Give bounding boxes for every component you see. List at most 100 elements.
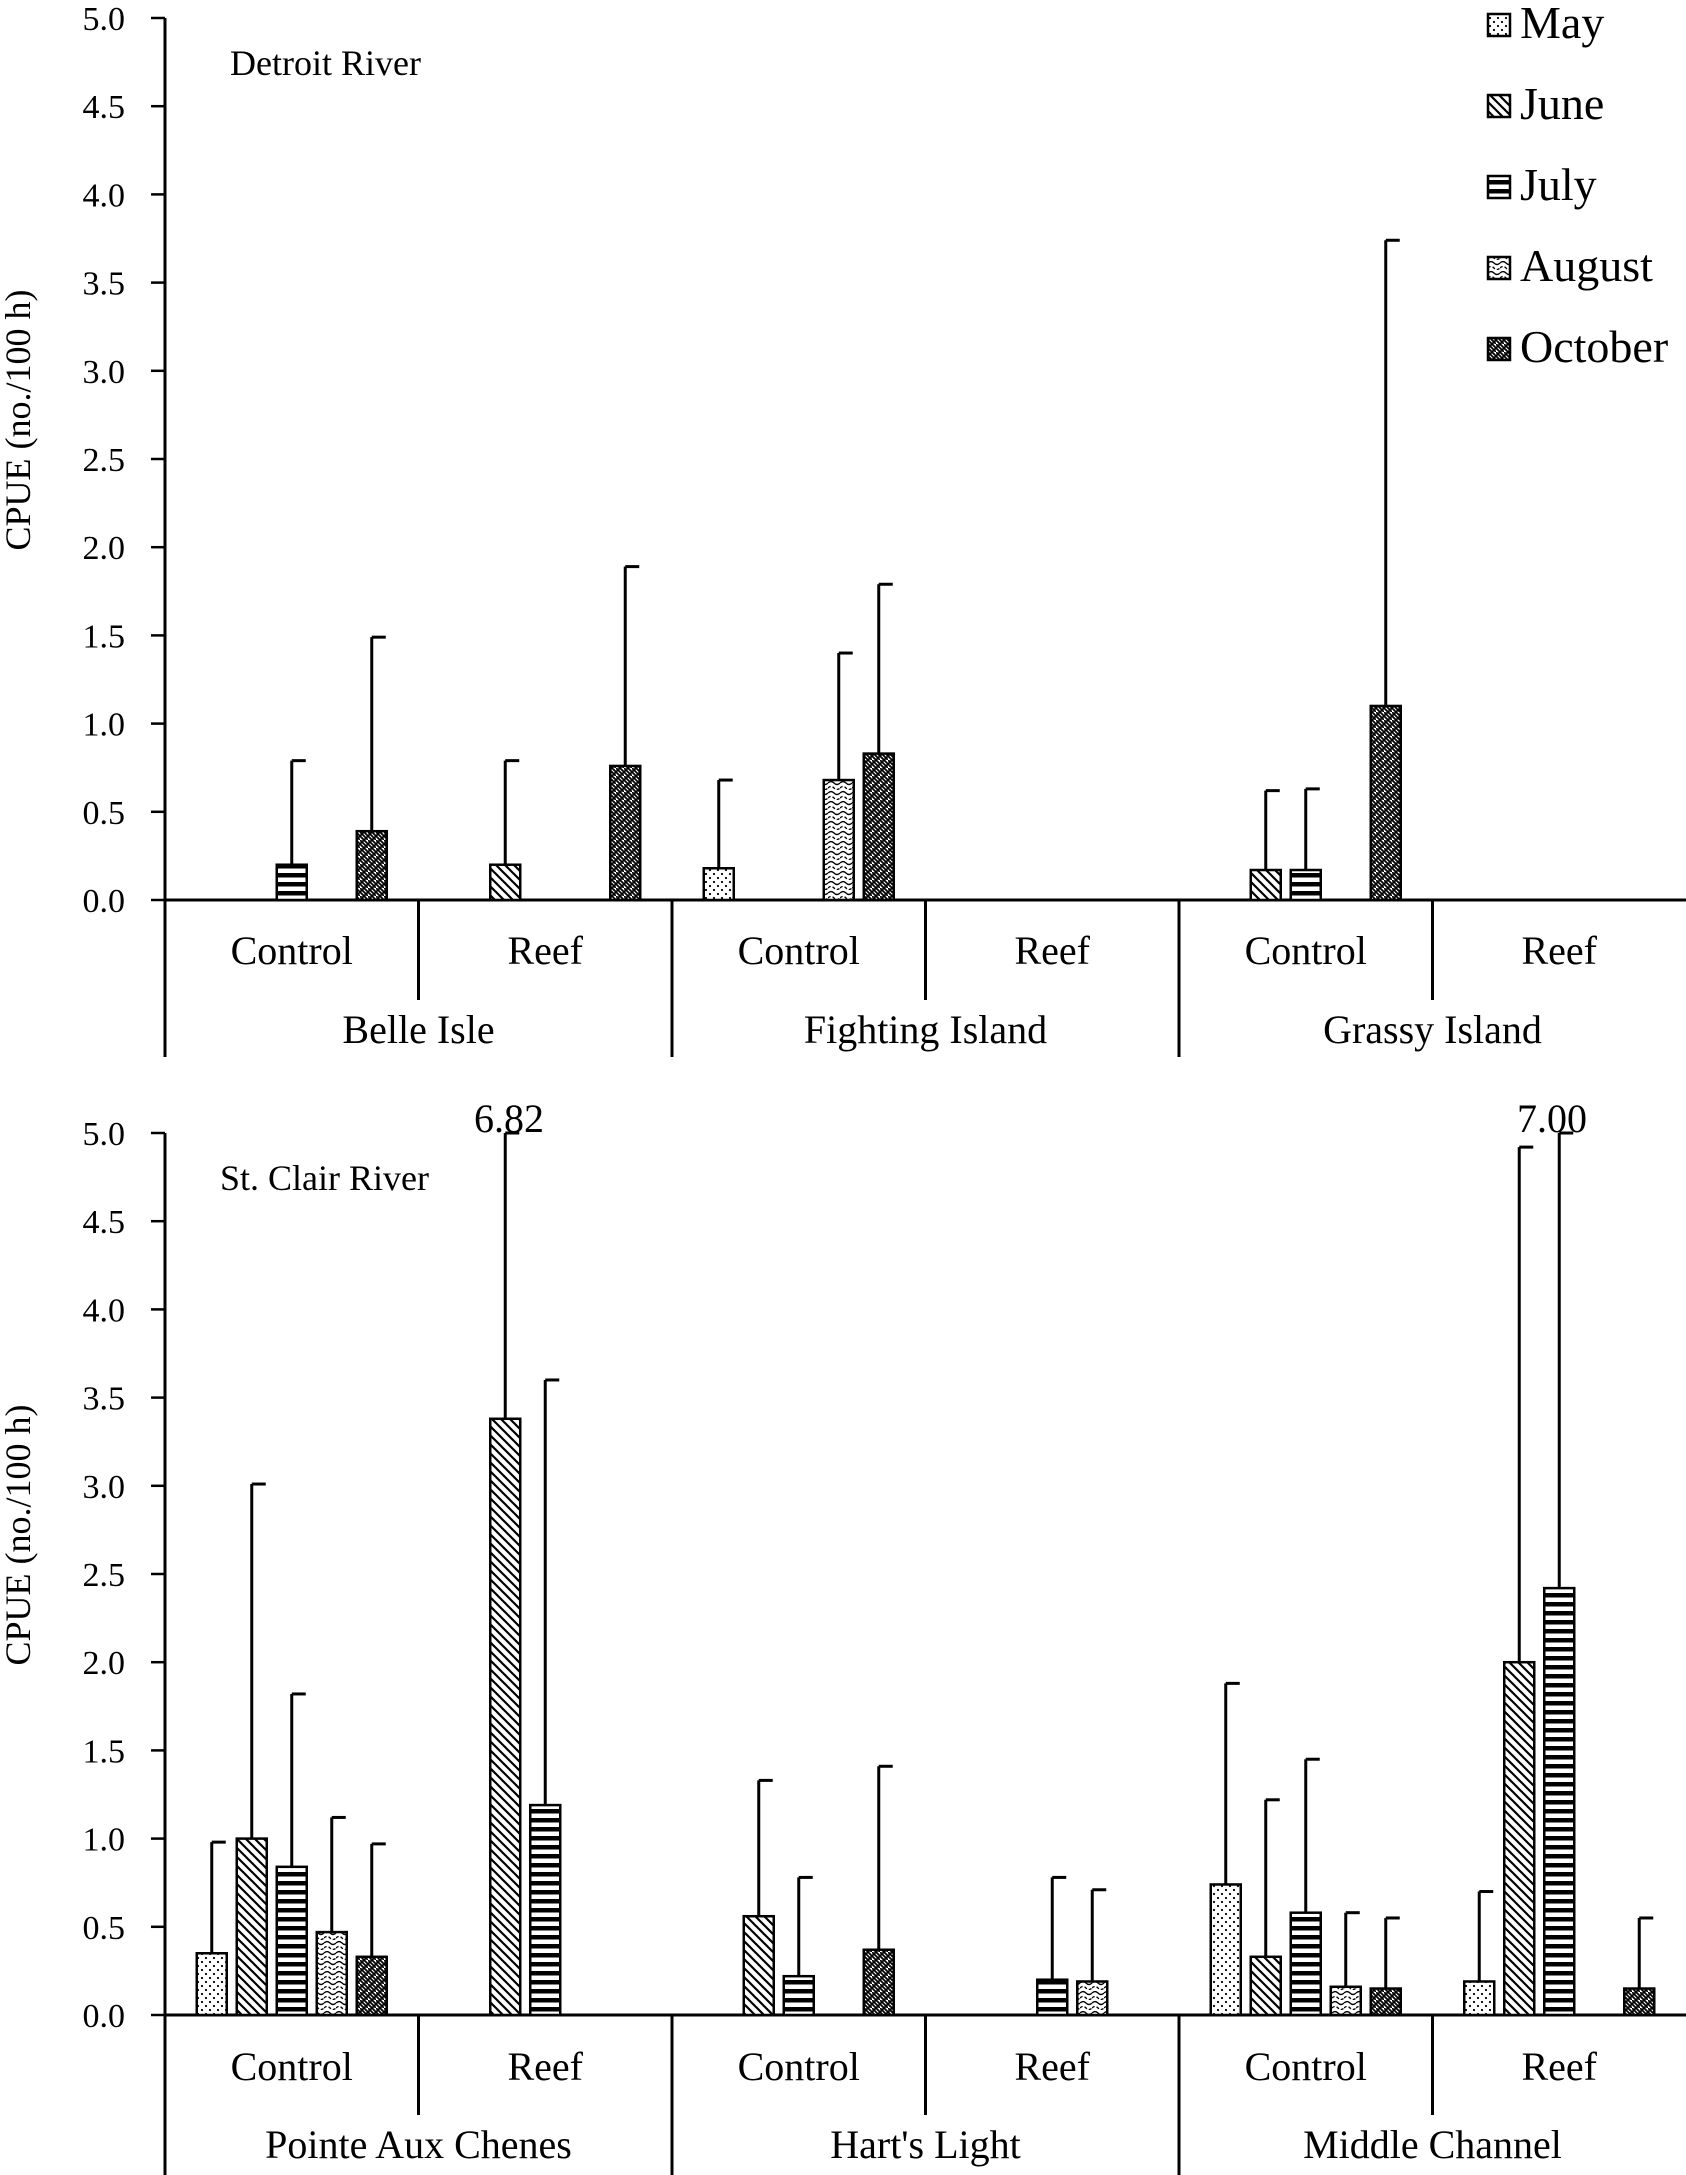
y-tick-label: 2.0	[83, 530, 126, 567]
category-label-reef: Reef	[1521, 2044, 1597, 2089]
bar-pointe-aux-chenes-control-october	[355, 1955, 388, 2017]
y-tick-label: 5.0	[83, 1116, 126, 1153]
legend-swatch-august	[1486, 255, 1512, 281]
panel-title: Detroit River	[230, 43, 421, 83]
label-layer: 0.0 0.5 1.0 1.5 2.0 2.5 3.0 3.5 4.0 4.5 5.0 Belle I…	[83, 1, 1598, 1052]
bar-hart-s-light-control-july	[782, 1974, 815, 2017]
bar-layer	[275, 238, 1402, 902]
bar-pointe-aux-chenes-control-july	[275, 1865, 308, 2017]
legend-label-october: October	[1520, 321, 1668, 372]
y-tick-label: 1.0	[83, 707, 126, 744]
bar-pointe-aux-chenes-control-august	[315, 1930, 348, 2017]
bar-pointe-aux-chenes-control-may	[195, 1952, 228, 2017]
y-tick-label: 0.0	[83, 883, 126, 920]
bar-fighting-island-control-august	[822, 778, 855, 902]
bar-hart-s-light-control-october	[862, 1948, 895, 2017]
bar-belle-isle-control-july	[275, 863, 308, 902]
category-label-reef: Reef	[1521, 928, 1597, 973]
legend-item-august: August	[1486, 240, 1653, 291]
legend-swatch-july	[1486, 174, 1512, 200]
bar-grassy-island-control-july	[1289, 868, 1322, 902]
legend-swatch-may	[1486, 12, 1512, 38]
bar-layer	[195, 1131, 1656, 2017]
bar-hart-s-light-control-june	[742, 1914, 775, 2017]
bar-belle-isle-control-october	[355, 829, 388, 902]
y-tick-label: 0.5	[83, 1910, 126, 1947]
bar-grassy-island-control-june	[1249, 868, 1282, 902]
group-label-hart-s-light: Hart's Light	[830, 2122, 1021, 2167]
y-tick-label: 3.5	[83, 1381, 126, 1418]
legend-item-october: October	[1486, 321, 1668, 372]
y-tick-label: 1.0	[83, 1822, 126, 1859]
y-tick-label: 0.0	[83, 1998, 126, 2035]
category-label-reef: Reef	[507, 2044, 583, 2089]
bar-fighting-island-control-october	[862, 752, 895, 902]
y-tick-label: 5.0	[83, 1, 126, 38]
legend-swatch-june	[1486, 93, 1512, 119]
bar-hart-s-light-reef-august	[1076, 1980, 1109, 2017]
axis-layer	[151, 16, 1686, 1057]
legend-swatch-october	[1486, 336, 1512, 362]
category-label-reef: Reef	[1014, 2044, 1090, 2089]
category-label-control: Control	[231, 928, 353, 973]
panel-title: St. Clair River	[220, 1158, 429, 1198]
category-label-reef: Reef	[1014, 928, 1090, 973]
bar-middle-channel-reef-may	[1463, 1980, 1496, 2017]
y-tick-label: 4.0	[83, 1292, 126, 1329]
bar-middle-channel-control-may	[1209, 1883, 1242, 2017]
bar-middle-channel-control-june	[1249, 1955, 1282, 2017]
bar-pointe-aux-chenes-reef-june	[489, 1417, 522, 2017]
bar-fighting-island-control-may	[702, 866, 735, 902]
y-tick-label: 0.5	[83, 795, 126, 832]
legend-label-june: June	[1520, 78, 1604, 129]
legend-label-may: May	[1520, 0, 1604, 48]
chart-panel-st-clair-river: CPUE (no./100 h) St. Clair River 6.82 7.…	[0, 1096, 1686, 2175]
category-label-control: Control	[738, 2044, 860, 2089]
group-label-belle-isle: Belle Isle	[342, 1007, 494, 1052]
bar-hart-s-light-reef-july	[1036, 1978, 1069, 2017]
bar-belle-isle-reef-june	[489, 863, 522, 902]
group-label-pointe-aux-chenes: Pointe Aux Chenes	[265, 2122, 572, 2167]
category-label-control: Control	[231, 2044, 353, 2089]
y-tick-label: 1.5	[83, 1733, 126, 1770]
y-tick-label: 1.5	[83, 618, 126, 655]
y-tick-label: 3.0	[83, 354, 126, 391]
y-axis-title: CPUE (no./100 h)	[0, 1405, 38, 1666]
bar-middle-channel-control-august	[1329, 1985, 1362, 2017]
bar-middle-channel-reef-october	[1623, 1987, 1656, 2017]
category-label-control: Control	[1245, 928, 1367, 973]
y-tick-label: 4.5	[83, 1204, 126, 1241]
group-label-fighting-island: Fighting Island	[804, 1007, 1047, 1052]
y-axis-title: CPUE (no./100 h)	[0, 290, 38, 551]
legend-item-june: June	[1486, 78, 1604, 129]
bar-middle-channel-control-july	[1289, 1911, 1322, 2017]
bar-grassy-island-control-october	[1369, 704, 1402, 902]
legend-label-august: August	[1520, 240, 1653, 291]
bar-belle-isle-reef-october	[609, 764, 642, 902]
legend-item-july: July	[1486, 159, 1597, 210]
annotation-7-00: 7.00	[1517, 1096, 1587, 1141]
y-tick-label: 2.5	[83, 442, 126, 479]
bar-pointe-aux-chenes-control-june	[235, 1837, 268, 2017]
y-tick-label: 4.5	[83, 89, 126, 126]
axis-layer	[151, 1131, 1686, 2175]
y-tick-label: 3.0	[83, 1469, 126, 1506]
legend: May June July August October	[1486, 0, 1668, 372]
legend-label-july: July	[1520, 159, 1597, 210]
bar-middle-channel-control-october	[1369, 1987, 1402, 2017]
bar-pointe-aux-chenes-reef-july	[529, 1803, 562, 2017]
chart-panel-detroit-river: CPUE (no./100 h) Detroit River 0.0 0.5 1.0…	[0, 1, 1686, 1057]
y-tick-label: 2.5	[83, 1557, 126, 1594]
bar-middle-channel-reef-june	[1503, 1660, 1536, 2017]
group-label-middle-channel: Middle Channel	[1303, 2122, 1562, 2167]
y-tick-label: 3.5	[83, 266, 126, 303]
bar-middle-channel-reef-july	[1543, 1586, 1576, 2017]
category-label-reef: Reef	[507, 928, 583, 973]
category-label-control: Control	[1245, 2044, 1367, 2089]
label-layer: 0.0 0.5 1.0 1.5 2.0 2.5 3.0 3.5 4.0 4.5 5.0 Pointe …	[83, 1116, 1598, 2167]
category-label-control: Control	[738, 928, 860, 973]
group-label-grassy-island: Grassy Island	[1323, 1007, 1542, 1052]
y-tick-label: 4.0	[83, 177, 126, 214]
legend-item-may: May	[1486, 0, 1604, 48]
